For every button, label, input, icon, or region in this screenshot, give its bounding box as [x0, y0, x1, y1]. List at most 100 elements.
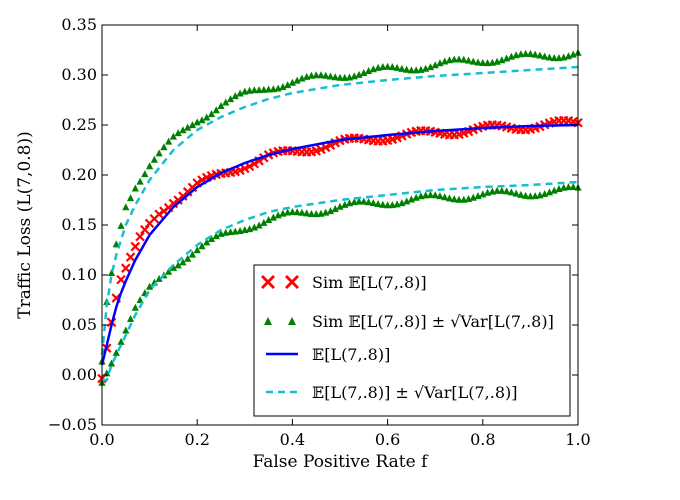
- y-tick-label: 0.05: [61, 315, 97, 334]
- sim-band-lower-point: [569, 183, 577, 191]
- sim-band-upper-point: [279, 83, 287, 91]
- sim-mean-point-stroke: [192, 178, 202, 188]
- sim-mean-point-stroke: [116, 274, 126, 285]
- sim-band-upper-point: [236, 89, 244, 97]
- legend-triangle-marker: [264, 317, 296, 325]
- sim-band-lower-point: [360, 197, 368, 205]
- x-axis-title-text: False Positive Rate f: [253, 452, 430, 472]
- x-axis: 0.0 0.2 0.4 0.6 0.8 1.0: [89, 25, 591, 449]
- sim-band-upper-point: [479, 58, 487, 66]
- sim-band-upper-point: [155, 149, 163, 157]
- sim-band-upper-point: [522, 49, 530, 57]
- y-axis: −0.05 0.00 0.05 0.10 0.15 0.20 0.25 0.30 0.35: [48, 15, 578, 434]
- sim-band-lower-point: [131, 303, 139, 311]
- sim-band-lower-point: [184, 254, 192, 262]
- legend-triangle: [288, 317, 296, 325]
- sim-band-lower-point: [445, 194, 454, 202]
- sim-band-upper-point: [165, 137, 173, 145]
- sim-mean-point-stroke: [249, 158, 260, 169]
- sim-band-lower-point: [117, 337, 125, 345]
- chart-marks: [97, 48, 583, 386]
- sim-band-upper-point: [255, 86, 263, 94]
- legend-label-sim-band: Sim 𝔼[L(7,.8)] ± √Var[L(7,.8)]: [312, 312, 554, 331]
- sim-band-lower-point: [260, 218, 268, 226]
- sim-mean-point: [130, 241, 141, 252]
- legend-x-stroke: [285, 275, 299, 289]
- sim-band-upper-point: [217, 101, 225, 109]
- legend-entry-sim-mean: Sim 𝔼[L(7,.8)]: [261, 273, 427, 292]
- sim-band-upper-point: [536, 51, 544, 59]
- sim-band-upper-point: [107, 269, 116, 277]
- sim-mean-point-stroke: [497, 121, 507, 131]
- sim-mean-point: [116, 274, 126, 285]
- sim-band-upper-point: [464, 56, 473, 64]
- sim-band-upper-point: [150, 155, 158, 163]
- sim-band-upper-point: [117, 221, 125, 229]
- sim-band-lower-point: [193, 246, 201, 254]
- sim-band-lower-point: [545, 188, 554, 196]
- y-tick-label: 0.15: [61, 215, 97, 234]
- sim-band-upper-point: [207, 110, 216, 118]
- sim-band-upper-point: [174, 129, 182, 137]
- sim-band-upper-point: [460, 55, 468, 63]
- legend-triangle: [264, 317, 272, 325]
- legend-label-sim-mean: Sim 𝔼[L(7,.8)]: [312, 273, 427, 292]
- sim-band-lower-point: [436, 192, 444, 200]
- sim-band-lower-point: [426, 191, 435, 199]
- sim-band-upper-point: [317, 71, 325, 79]
- sim-band-lower-point: [407, 195, 415, 203]
- legend-entry-mean: 𝔼[L(7,.8)]: [266, 345, 390, 364]
- legend-frame: [253, 264, 571, 417]
- sim-band-lower-point: [122, 326, 130, 334]
- sim-mean-point-stroke: [121, 263, 131, 273]
- sim-band-lower-point: [169, 263, 177, 271]
- sim-mean-point: [125, 252, 136, 262]
- sim-mean-point: [320, 142, 331, 153]
- sim-band-lower-point: [441, 193, 449, 201]
- x-tick-label: 0.2: [184, 430, 209, 449]
- sim-band-upper-point: [469, 57, 477, 65]
- legend-entry-sim-band: Sim 𝔼[L(7,.8)] ± √Var[L(7,.8)]: [264, 312, 554, 331]
- sim-band-lower-point: [198, 242, 206, 250]
- sim-mean-point-stroke: [125, 252, 136, 262]
- sim-band-upper-point: [198, 116, 206, 124]
- sim-band-upper-point: [384, 62, 392, 70]
- mean-line: [100, 123, 579, 366]
- sim-band-upper-point: [265, 85, 273, 93]
- sim-band-lower-point: [250, 223, 258, 231]
- legend-x-marker: [261, 275, 299, 289]
- sim-band-upper-point: [336, 73, 344, 81]
- sim-band-lower-point: [165, 267, 173, 275]
- sim-mean-point-stroke: [197, 175, 207, 185]
- sim-band-lower-point: [498, 186, 506, 194]
- sim-band-lower-point: [431, 191, 439, 199]
- sim-band-upper-point: [483, 59, 492, 67]
- sim-band-lower-point: [212, 232, 220, 240]
- sim-band-upper-point: [160, 143, 168, 151]
- band-upper-line: [100, 65, 579, 356]
- sim-band-upper-point: [193, 118, 201, 126]
- y-tick-label: 0.25: [61, 115, 97, 134]
- sim-band-lower-point: [174, 261, 182, 269]
- x-tick-label: 0.8: [470, 430, 495, 449]
- sim-mean-point-stroke: [320, 142, 331, 153]
- legend-label-band: 𝔼[L(7,.8)] ± √Var[L(7,.8)]: [312, 383, 518, 402]
- sim-band-upper-point: [288, 78, 296, 86]
- sim-band-upper-point: [245, 86, 254, 94]
- sim-band-lower-point: [455, 195, 463, 203]
- sim-band-lower-point: [146, 282, 154, 290]
- sim-band-lower-point: [188, 250, 197, 258]
- sim-band-lower-point: [564, 183, 573, 191]
- sim-band-upper-point: [360, 69, 368, 77]
- sim-band-upper-point: [545, 53, 554, 61]
- sim-band-lower-point: [450, 195, 458, 203]
- sim-band-lower-point: [298, 208, 306, 216]
- sim-mean-point-stroke: [135, 231, 145, 242]
- sim-band-lower-point: [203, 238, 211, 246]
- sim-band-upper-point: [260, 85, 268, 93]
- sim-band-upper-point: [393, 63, 401, 71]
- sim-band-upper-point: [331, 73, 339, 81]
- sim-band-upper-point: [231, 92, 239, 100]
- sim-band-lower-point: [126, 315, 135, 323]
- sim-band-lower-point: [374, 200, 382, 208]
